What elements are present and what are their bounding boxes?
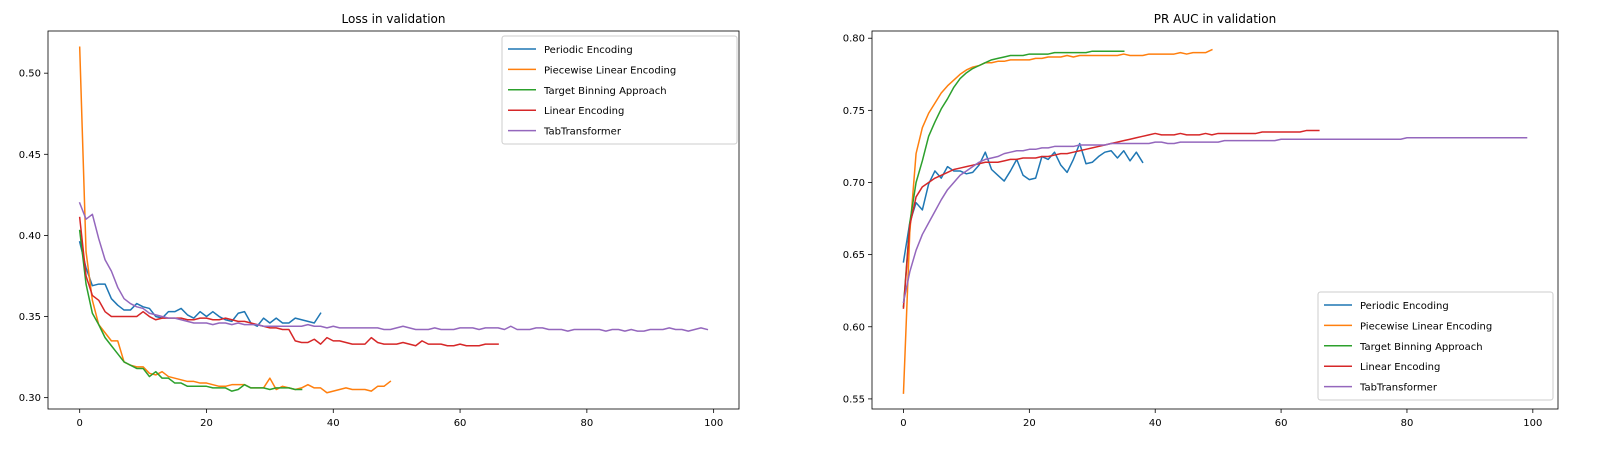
x-tick-label: 80 (580, 418, 593, 429)
series-line-linear-encoding (78, 216, 499, 347)
plot-area (902, 48, 1528, 394)
legend-label: Target Binning Approach (543, 86, 667, 97)
legend-box (501, 35, 738, 145)
x-tick-label: 60 (454, 418, 467, 429)
x-tick-label: 20 (1023, 418, 1036, 429)
axis-ticks: 0 20 40 60 80 100 0.30 0.35 0.40 0.45 0.50 (19, 69, 723, 429)
pr-auc-validation-chart: PR AUC in validation 0 20 40 60 80 100 0.55 0.6… (843, 12, 1559, 429)
legend-label: Periodic Encoding (544, 45, 633, 56)
x-tick-label: 40 (327, 418, 340, 429)
legend-label: Target Binning Approach (1359, 342, 1483, 353)
y-tick-label: 0.70 (843, 178, 865, 189)
y-tick-label: 0.30 (19, 393, 41, 404)
series-line-piecewise-linear-encoding (78, 46, 392, 394)
axes-frame (871, 30, 1559, 410)
legend: Periodic Encoding Piecewise Linear Encodi… (501, 35, 738, 145)
y-tick-label: 0.45 (19, 150, 41, 161)
series-line-linear-encoding (902, 129, 1320, 309)
x-tick-label: 0 (900, 418, 906, 429)
y-tick-label: 0.65 (843, 250, 865, 261)
legend-label: Linear Encoding (544, 106, 624, 117)
chart-title: PR AUC in validation (1154, 12, 1276, 26)
series-line-piecewise-linear-encoding (902, 48, 1213, 394)
x-tick-label: 80 (1401, 418, 1414, 429)
plot-area (78, 46, 709, 394)
series-line-tabtransformer (902, 137, 1528, 304)
legend-label: Linear Encoding (1360, 362, 1440, 373)
y-tick-label: 0.60 (843, 322, 865, 333)
legend-label: Piecewise Linear Encoding (544, 65, 676, 76)
legend-label: Piecewise Linear Encoding (1360, 321, 1492, 332)
chart-title: Loss in validation (342, 12, 446, 26)
series-line-target-binning-approach (78, 229, 303, 392)
legend-label: Periodic Encoding (1360, 301, 1449, 312)
x-tick-label: 0 (77, 418, 83, 429)
y-tick-label: 0.55 (843, 394, 865, 405)
y-tick-label: 0.75 (843, 106, 865, 117)
legend-box (1317, 291, 1554, 401)
legend: Periodic Encoding Piecewise Linear Encodi… (1317, 291, 1554, 401)
loss-validation-chart: Loss in validation 0 20 40 60 80 1000.300.350… (19, 12, 740, 429)
series-line-target-binning-approach (902, 50, 1125, 308)
y-tick-label: 0.50 (19, 69, 41, 80)
y-tick-label: 0.35 (19, 312, 41, 323)
x-tick-label: 20 (200, 418, 213, 429)
axis-ticks: 0 20 40 60 80 100 0.55 0.60 0.65 0.70 0.75 0.80 (843, 34, 1543, 429)
legend-label: TabTransformer (543, 127, 622, 138)
legend-label: TabTransformer (1359, 383, 1438, 394)
x-tick-label: 100 (704, 418, 723, 429)
y-tick-label: 0.40 (19, 231, 41, 242)
series-line-periodic-encoding (78, 240, 322, 328)
series-line-tabtransformer (78, 201, 709, 332)
y-tick-label: 0.80 (843, 34, 865, 45)
axes-frame (47, 30, 740, 410)
x-tick-label: 40 (1149, 418, 1162, 429)
x-tick-label: 60 (1275, 418, 1288, 429)
x-tick-label: 100 (1523, 418, 1542, 429)
